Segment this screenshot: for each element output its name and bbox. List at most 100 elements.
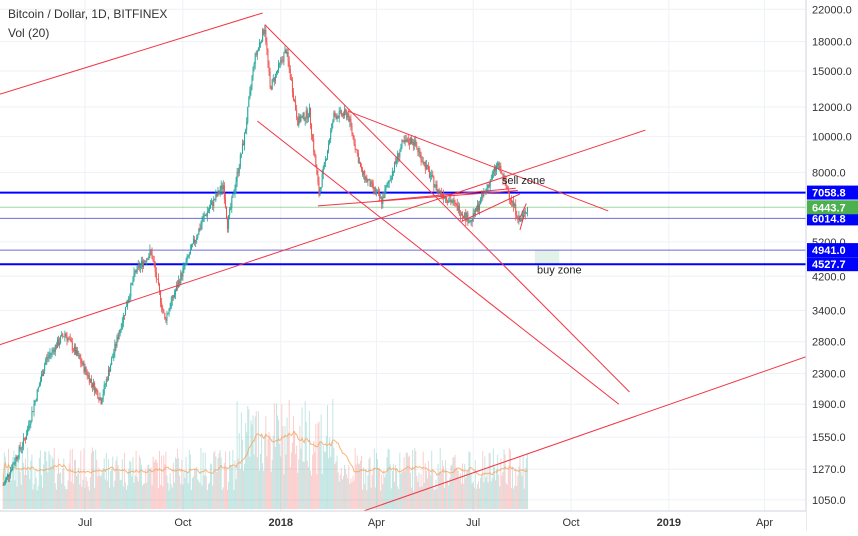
volume-bar bbox=[170, 484, 172, 509]
candle-body bbox=[273, 77, 275, 82]
candle-body bbox=[189, 249, 191, 255]
candle-body bbox=[520, 219, 522, 222]
volume-bar bbox=[247, 406, 249, 509]
volume-bar bbox=[229, 451, 231, 509]
candle-body bbox=[115, 343, 117, 346]
volume-bar bbox=[62, 468, 64, 509]
candle-body bbox=[131, 282, 133, 285]
candle-body bbox=[194, 239, 196, 243]
volume-bar bbox=[376, 459, 378, 509]
candle-body bbox=[319, 189, 321, 196]
volume-bar bbox=[112, 456, 114, 509]
volume-bar bbox=[486, 469, 488, 509]
candle-body bbox=[404, 139, 406, 143]
volume-bar bbox=[485, 477, 487, 509]
volume-bar bbox=[264, 435, 266, 509]
volume-bar bbox=[216, 472, 218, 509]
volume-bar bbox=[256, 457, 258, 509]
volume-bar bbox=[193, 476, 195, 509]
candle-body bbox=[354, 143, 356, 149]
volume-bar bbox=[460, 483, 462, 509]
candle-body bbox=[10, 469, 12, 475]
candle-body bbox=[462, 214, 464, 216]
volume-bar bbox=[227, 489, 229, 509]
candle-body bbox=[284, 49, 286, 53]
candle-body bbox=[290, 78, 292, 81]
candle-body bbox=[453, 200, 455, 202]
candle-body bbox=[188, 254, 190, 257]
volume-bar bbox=[392, 463, 394, 509]
current-price-tag: 6443.7 bbox=[812, 202, 846, 214]
volume-bar bbox=[93, 451, 95, 509]
volume-bar bbox=[345, 469, 347, 509]
candle-body bbox=[248, 98, 250, 108]
candle-body bbox=[364, 171, 366, 181]
volume-bar bbox=[251, 424, 253, 509]
volume-bar bbox=[365, 468, 367, 509]
candle-body bbox=[325, 158, 327, 160]
candle-body bbox=[113, 352, 115, 357]
volume-bar bbox=[53, 447, 55, 509]
candle-body bbox=[77, 350, 79, 356]
price-axis: 1050.0 1270.0 1550.0 1900.0 2300.0 2800.0 3400… bbox=[805, 0, 858, 531]
candle-body bbox=[238, 167, 240, 174]
candle-body bbox=[118, 333, 120, 340]
volume-bar bbox=[95, 449, 97, 509]
candle-body bbox=[350, 118, 352, 126]
volume-bar bbox=[477, 481, 479, 509]
candle-body bbox=[227, 218, 229, 229]
candle-body bbox=[446, 196, 448, 201]
candle-body bbox=[365, 177, 367, 181]
candle-body bbox=[330, 130, 332, 140]
volume-bar bbox=[430, 475, 432, 509]
candle-body bbox=[171, 295, 173, 302]
candle-body bbox=[409, 138, 411, 145]
volume-bar bbox=[405, 452, 407, 509]
volume-bar bbox=[143, 484, 145, 509]
volume-bar bbox=[228, 481, 230, 509]
volume-bar bbox=[471, 483, 473, 509]
candle-body bbox=[229, 209, 231, 216]
volume-bar bbox=[490, 481, 492, 509]
candle-body bbox=[329, 139, 331, 145]
volume-bar bbox=[16, 486, 18, 509]
candle-body bbox=[151, 250, 153, 260]
volume-bar bbox=[43, 464, 45, 509]
candle-body bbox=[89, 378, 91, 383]
volume-bar bbox=[135, 450, 137, 509]
volume-bar bbox=[382, 484, 384, 509]
volume-bar bbox=[285, 454, 287, 509]
candle-body bbox=[419, 151, 421, 154]
candle-body bbox=[84, 367, 86, 373]
candle-body bbox=[472, 212, 474, 222]
volume-bar bbox=[204, 452, 206, 509]
volume-bar bbox=[325, 435, 327, 509]
candle-body bbox=[398, 153, 400, 158]
candle-body bbox=[9, 474, 11, 477]
volume-bar bbox=[334, 463, 336, 509]
volume-bar bbox=[237, 458, 239, 509]
candle-body bbox=[241, 143, 243, 154]
candle-body bbox=[123, 314, 125, 316]
volume-bar bbox=[451, 464, 453, 509]
time-axis-background bbox=[0, 511, 806, 531]
candle-body bbox=[288, 61, 290, 69]
candle-body bbox=[223, 185, 225, 200]
candle-body bbox=[515, 204, 517, 216]
candle-body bbox=[257, 47, 259, 51]
candle-body bbox=[111, 358, 113, 366]
volume-bar bbox=[446, 471, 448, 509]
volume-bar bbox=[279, 443, 281, 509]
volume-bar bbox=[44, 451, 46, 509]
volume-bar bbox=[422, 451, 424, 509]
volume-bar bbox=[470, 473, 472, 509]
volume-bar bbox=[263, 471, 265, 509]
volume-bar bbox=[317, 423, 319, 509]
candle-body bbox=[371, 181, 373, 184]
candle-body bbox=[124, 306, 126, 316]
candle-body bbox=[303, 112, 305, 121]
volume-bar bbox=[315, 423, 317, 509]
candle-body bbox=[333, 112, 335, 122]
candle-body bbox=[210, 205, 212, 209]
